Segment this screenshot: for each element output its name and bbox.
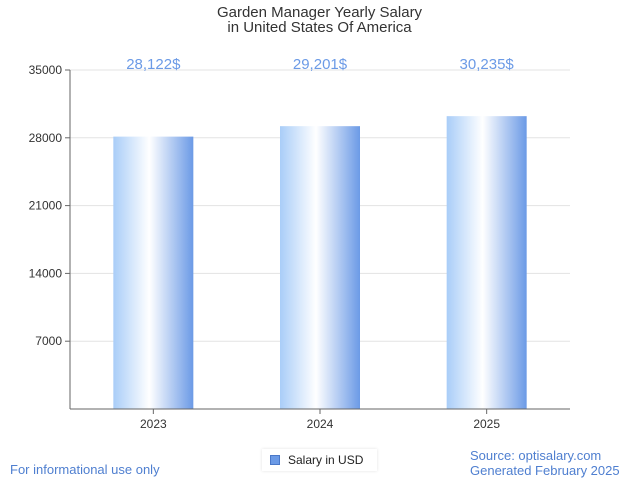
- bar-2024: [280, 126, 360, 410]
- x-tick-label: 2025: [473, 417, 500, 431]
- y-tick-label: 28000: [29, 131, 63, 145]
- y-tick-label: 35000: [29, 63, 63, 77]
- y-tick-label: 21000: [29, 199, 63, 213]
- y-tick-label: 14000: [29, 266, 63, 280]
- legend-label: Salary in USD: [288, 453, 364, 467]
- chart-subtitle: in United States Of America: [227, 19, 412, 36]
- bar-value-label: 30,235$: [460, 56, 515, 73]
- legend-swatch: [270, 455, 280, 465]
- chart-legend[interactable]: Salary in USD: [262, 449, 377, 471]
- y-tick-label: 7000: [35, 334, 62, 348]
- bar-2023: [113, 136, 194, 409]
- bar-2025: [446, 116, 527, 409]
- disclaimer-text: For informational use only: [10, 462, 160, 477]
- bar-value-label: 29,201$: [293, 56, 348, 73]
- bar-value-label: 28,122$: [126, 56, 181, 73]
- x-tick-label: 2024: [307, 417, 334, 431]
- source-link[interactable]: Source: optisalary.com: [470, 448, 602, 463]
- chart-title: Garden Manager Yearly Salary: [216, 4, 423, 21]
- x-tick-label: 2023: [140, 417, 167, 431]
- generated-date: Generated February 2025: [470, 463, 620, 478]
